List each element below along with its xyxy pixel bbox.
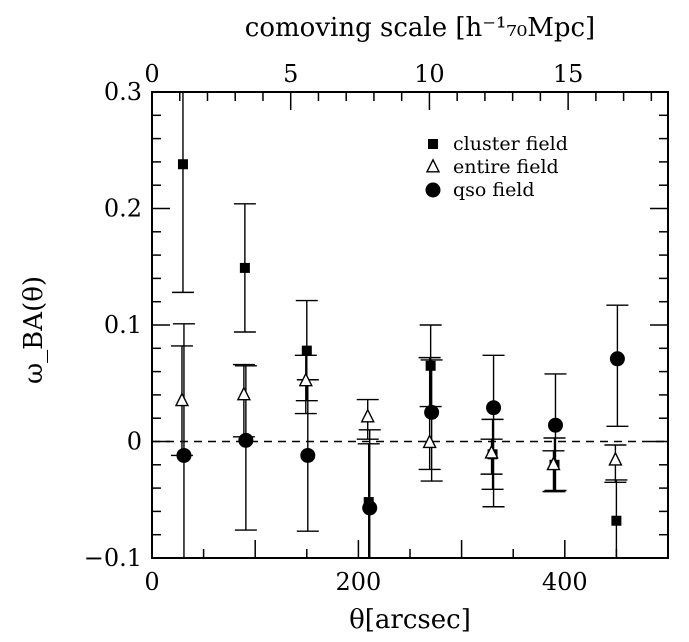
data-point-filled-circle	[547, 417, 563, 433]
data-layer	[170, 92, 629, 558]
data-point-open-triangle	[174, 391, 190, 407]
x-axis-title: θ[arcsec]	[349, 605, 471, 635]
x2-tick-label: 0	[144, 60, 159, 88]
data-point-filled-circle	[238, 432, 254, 448]
legend-label: cluster field	[453, 133, 568, 155]
y-axis-title: ω_BA(θ)	[19, 276, 49, 384]
legend-label: entire field	[453, 156, 559, 178]
x2-tick-label: 15	[553, 60, 584, 88]
y-tick-label: 0	[127, 428, 142, 456]
data-point-open-triangle	[484, 444, 499, 459]
data-point-filled-circle	[424, 404, 440, 420]
y-tick-label: −0.1	[84, 544, 142, 572]
x-tick-label: 400	[542, 568, 588, 596]
data-point-filled-square	[301, 345, 312, 356]
top-axis-title: comoving scale [h⁻¹₇₀Mpc]	[245, 13, 595, 43]
data-point-filled-circle	[486, 400, 502, 416]
legend-marker-filled-square	[428, 139, 438, 149]
data-point-filled-square	[177, 159, 188, 170]
x2-tick-label: 10	[414, 60, 445, 88]
data-point-filled-circle	[609, 351, 625, 367]
data-point-filled-square	[239, 262, 250, 273]
y-tick-label: 0.2	[104, 195, 142, 223]
x-tick-label: 0	[144, 568, 159, 596]
y-tick-label: 0.1	[104, 311, 142, 339]
legend-marker-open-triangle	[425, 158, 441, 173]
x2-tick-label: 5	[283, 60, 298, 88]
data-point-open-triangle	[360, 408, 375, 423]
data-point-filled-circle	[300, 447, 316, 463]
data-point-open-triangle	[422, 433, 437, 449]
data-point-open-triangle	[546, 456, 561, 471]
data-point-filled-square	[425, 360, 436, 371]
legend-marker-filled-circle	[425, 182, 441, 198]
legend-label: qso field	[453, 179, 535, 201]
data-point-filled-circle	[176, 447, 192, 463]
data-point-filled-square	[611, 515, 622, 526]
data-point-open-triangle	[236, 386, 252, 401]
y-tick-label: 0.3	[104, 78, 142, 106]
data-point-filled-circle	[362, 500, 378, 516]
data-point-open-triangle	[298, 372, 313, 387]
plot-frame	[151, 91, 669, 559]
x-tick-label: 200	[335, 568, 381, 596]
data-point-open-triangle	[608, 451, 623, 466]
